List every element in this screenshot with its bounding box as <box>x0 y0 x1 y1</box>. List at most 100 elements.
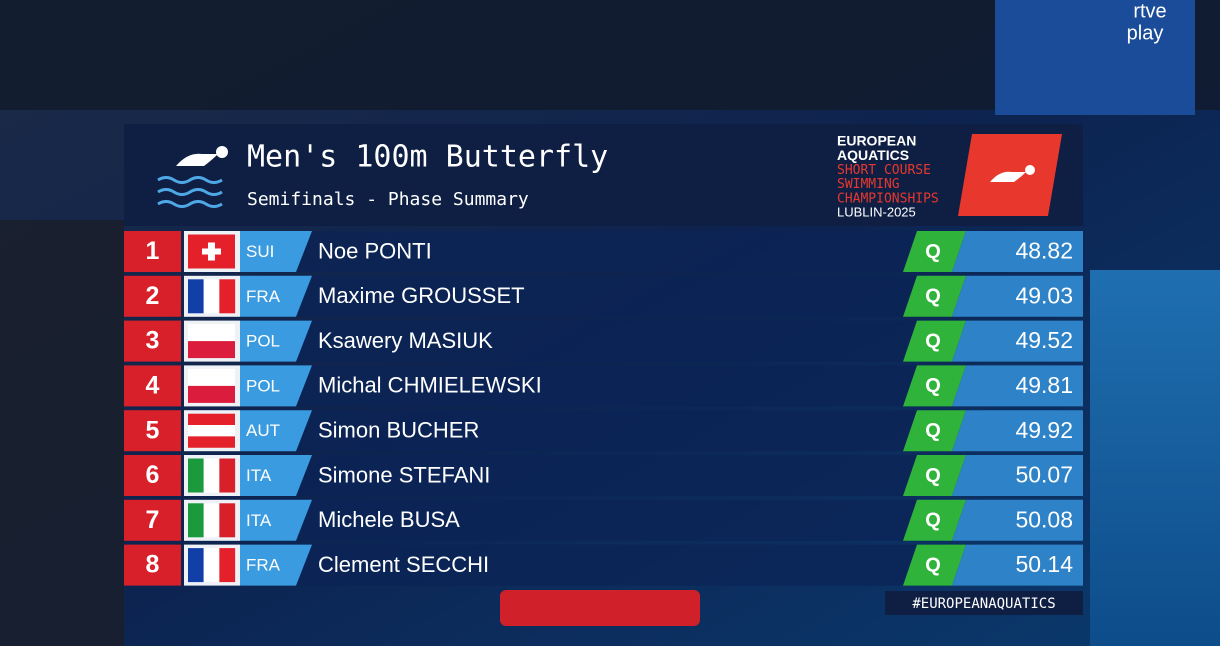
time-box <box>952 410 1083 452</box>
athlete-name: Ksawery MASIUK <box>318 328 493 353</box>
time-box <box>952 231 1083 272</box>
logo-line: SWIMMING <box>837 177 900 192</box>
rank-box <box>124 455 181 496</box>
status: Q <box>925 375 941 397</box>
name-band <box>184 499 944 541</box>
logo-line: AQUATICS <box>837 147 909 163</box>
rank-box <box>124 499 181 541</box>
rank-box <box>124 320 181 362</box>
flag <box>188 324 235 359</box>
flag-stripe <box>188 425 235 437</box>
time: 49.03 <box>1015 282 1073 308</box>
time-box <box>952 455 1083 496</box>
result-row: 3 POL Ksawery MASIUK Q 49.52 <box>124 320 1083 362</box>
watermark-top: rtve <box>1133 0 1166 22</box>
time: 50.14 <box>1015 551 1073 577</box>
flag-stripe <box>188 413 235 426</box>
time: 50.07 <box>1015 462 1073 488</box>
country-box <box>240 455 312 496</box>
status: Q <box>925 510 941 532</box>
hashtag: #EUROPEANAQUATICS <box>912 596 1055 612</box>
country-code: AUT <box>246 421 280 440</box>
name-band <box>184 455 944 496</box>
banner <box>500 590 700 626</box>
time: 50.08 <box>1015 506 1073 532</box>
result-row: 8 FRA Clement SECCHI Q 50.14 <box>124 544 1083 586</box>
result-row: 4 POL Michal CHMIELEWSKI Q 49.81 <box>124 365 1083 407</box>
rank: 4 <box>146 372 160 400</box>
result-row: 7 ITA Michele BUSA Q 50.08 <box>124 499 1083 541</box>
name-band <box>184 275 944 317</box>
logo-swimmer <box>990 165 1035 182</box>
rank-box <box>124 231 181 272</box>
flag <box>188 548 236 583</box>
time-box <box>952 365 1083 407</box>
flag-stripe <box>219 503 236 538</box>
status: Q <box>925 465 941 487</box>
status: Q <box>925 241 941 263</box>
status: Q <box>925 420 941 442</box>
rank: 8 <box>146 551 160 579</box>
country-code: FRA <box>246 556 281 575</box>
rank: 2 <box>146 282 160 310</box>
status-box <box>903 231 966 272</box>
result-row: 5 AUT Simon BUCHER Q 49.92 <box>124 410 1083 452</box>
flag-stripe <box>188 368 235 386</box>
country-box <box>240 275 312 317</box>
flag-stripe <box>203 503 220 538</box>
flag-stripe <box>219 548 236 583</box>
time: 49.92 <box>1015 417 1073 443</box>
status-box <box>903 320 966 362</box>
logo-line: CHAMPIONSHIPS <box>837 191 939 206</box>
athlete-name: Maxime GROUSSET <box>318 283 525 308</box>
flag <box>188 503 236 538</box>
athlete-name: Simon BUCHER <box>318 418 479 443</box>
name-band <box>184 544 944 586</box>
rank: 6 <box>146 461 160 489</box>
flag-stripe <box>188 458 204 493</box>
flag-stripe <box>203 458 220 493</box>
name-band <box>184 231 944 272</box>
athlete-name: Michal CHMIELEWSKI <box>318 373 542 398</box>
time: 49.81 <box>1015 372 1073 398</box>
status-box <box>903 410 966 452</box>
time: 48.82 <box>1015 238 1073 264</box>
flag-stripe <box>219 458 236 493</box>
country-box <box>240 499 312 541</box>
status-box <box>903 275 966 317</box>
stands <box>0 220 124 646</box>
status: Q <box>925 554 941 576</box>
header-subtitle: Semifinals - Phase Summary <box>247 189 529 210</box>
pool-water <box>1090 270 1220 646</box>
header-panel <box>124 124 1083 226</box>
status: Q <box>925 286 941 308</box>
rank-box <box>124 275 181 317</box>
results-table: 1 SUI Noe PONTI Q 48.822 FRA Maxime GROUSSET Q 4… <box>124 231 1083 586</box>
logo-line: EUROPEAN <box>837 133 916 149</box>
athlete-name: Michele BUSA <box>318 507 460 532</box>
header-title: Men's 100m Butterfly <box>247 140 608 175</box>
result-row: 2 FRA Maxime GROUSSET Q 49.03 <box>124 275 1083 317</box>
rank: 7 <box>146 506 160 534</box>
status-box <box>903 365 966 407</box>
status-box <box>903 499 966 541</box>
flag-stripe <box>188 341 235 359</box>
flag-stripe <box>219 279 236 314</box>
rank-box <box>124 544 181 586</box>
country-code: POL <box>246 376 280 395</box>
time-box <box>952 544 1083 586</box>
watermark-bottom: play <box>1127 22 1164 44</box>
hashtag-box <box>885 591 1083 615</box>
time-box <box>952 275 1083 317</box>
rank: 3 <box>146 327 160 355</box>
time: 49.52 <box>1015 327 1073 353</box>
country-box <box>240 365 312 407</box>
flag-stripe <box>188 279 204 314</box>
result-row: 6 ITA Simone STEFANI Q 50.07 <box>124 455 1083 496</box>
rank-box <box>124 365 181 407</box>
rank: 1 <box>146 237 160 265</box>
country-code: SUI <box>246 242 274 261</box>
flag-cross <box>202 248 221 255</box>
